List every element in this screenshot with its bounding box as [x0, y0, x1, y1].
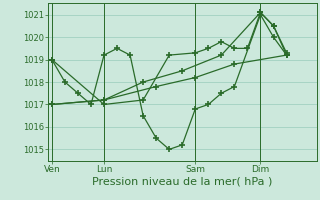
X-axis label: Pression niveau de la mer( hPa ): Pression niveau de la mer( hPa ) — [92, 177, 272, 187]
